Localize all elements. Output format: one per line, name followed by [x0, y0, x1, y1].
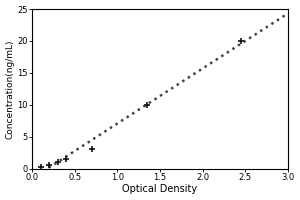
Y-axis label: Concentration(ng/mL): Concentration(ng/mL)	[6, 39, 15, 139]
X-axis label: Optical Density: Optical Density	[122, 184, 197, 194]
